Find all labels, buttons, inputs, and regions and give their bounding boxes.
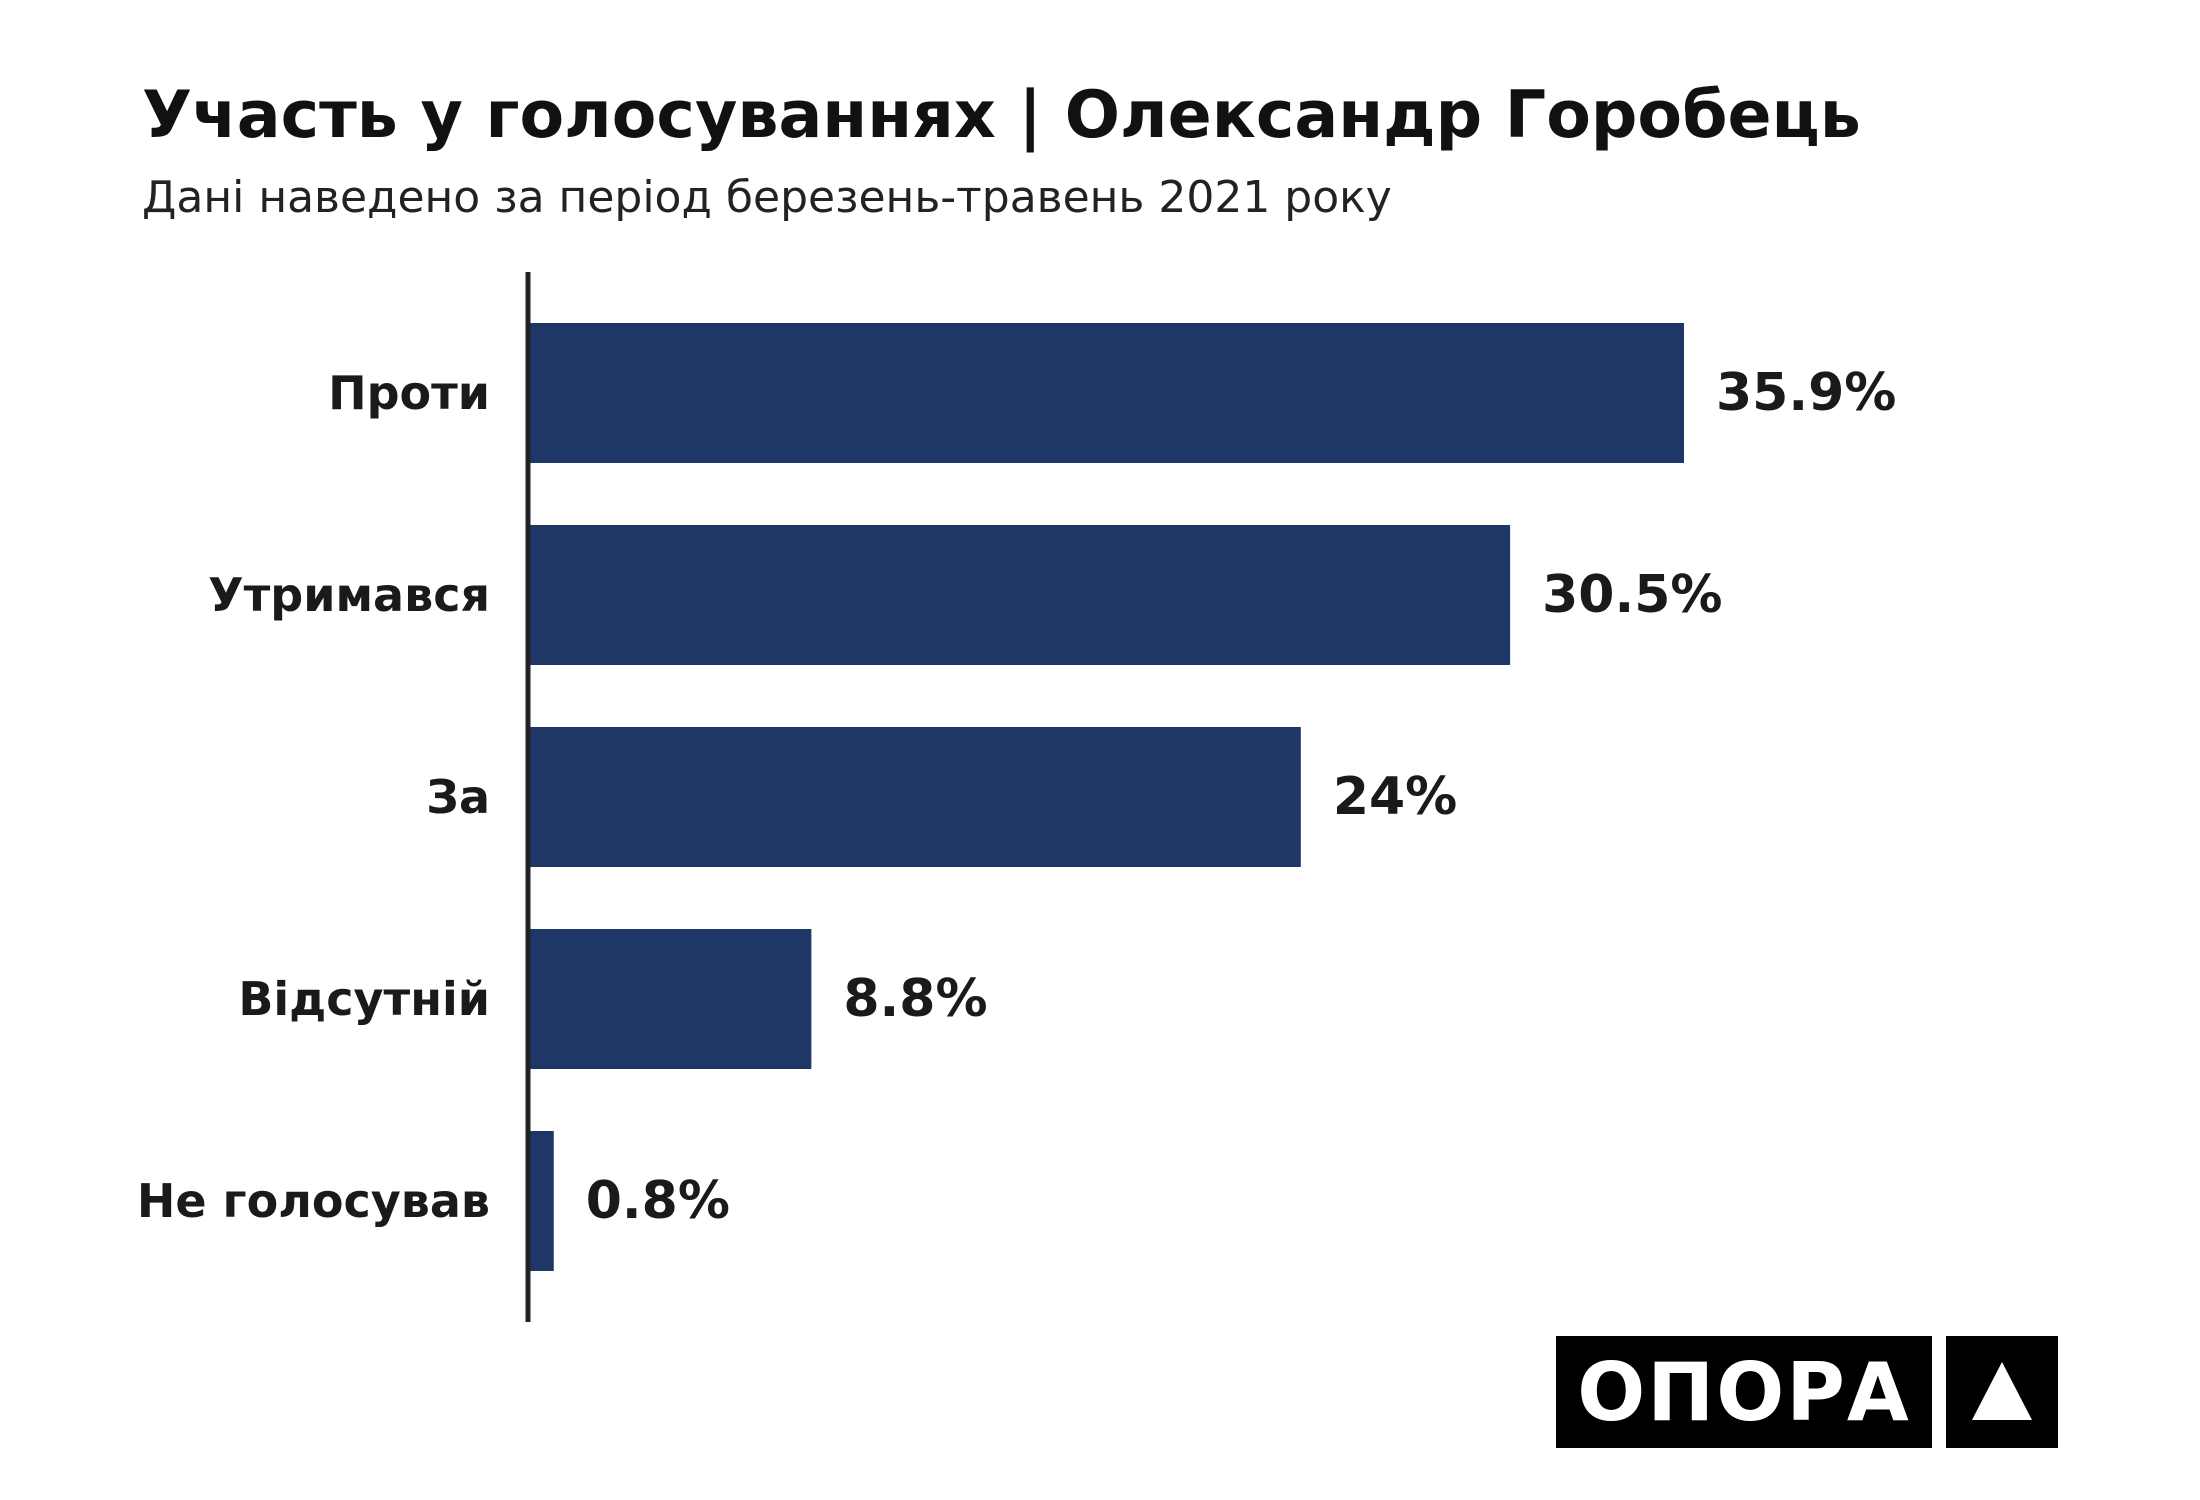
value-label: 8.8% — [843, 969, 987, 1029]
bar-2 — [528, 525, 1511, 665]
category-label: Проти — [328, 366, 490, 420]
value-label: 35.9% — [1716, 363, 1896, 423]
bar-3 — [528, 727, 1301, 867]
value-label: 30.5% — [1542, 565, 1722, 625]
bar-5 — [528, 1131, 554, 1271]
bar-1 — [528, 323, 1684, 463]
value-label: 24% — [1333, 767, 1457, 827]
category-label: Не голосував — [137, 1174, 490, 1228]
triangle-logo-icon — [1946, 1336, 2058, 1448]
category-label: За — [426, 770, 490, 824]
chart-title: Участь у голосуваннях | Олександр Горобе… — [142, 78, 1861, 153]
bar-4 — [528, 929, 812, 1069]
category-label: Відсутній — [238, 972, 490, 1026]
opora-logo-text: ОПОРА — [1556, 1336, 1932, 1448]
category-label: Утримався — [208, 568, 490, 622]
value-label: 0.8% — [586, 1171, 730, 1231]
chart-subtitle: Дані наведено за період березень-травень… — [142, 172, 1392, 223]
